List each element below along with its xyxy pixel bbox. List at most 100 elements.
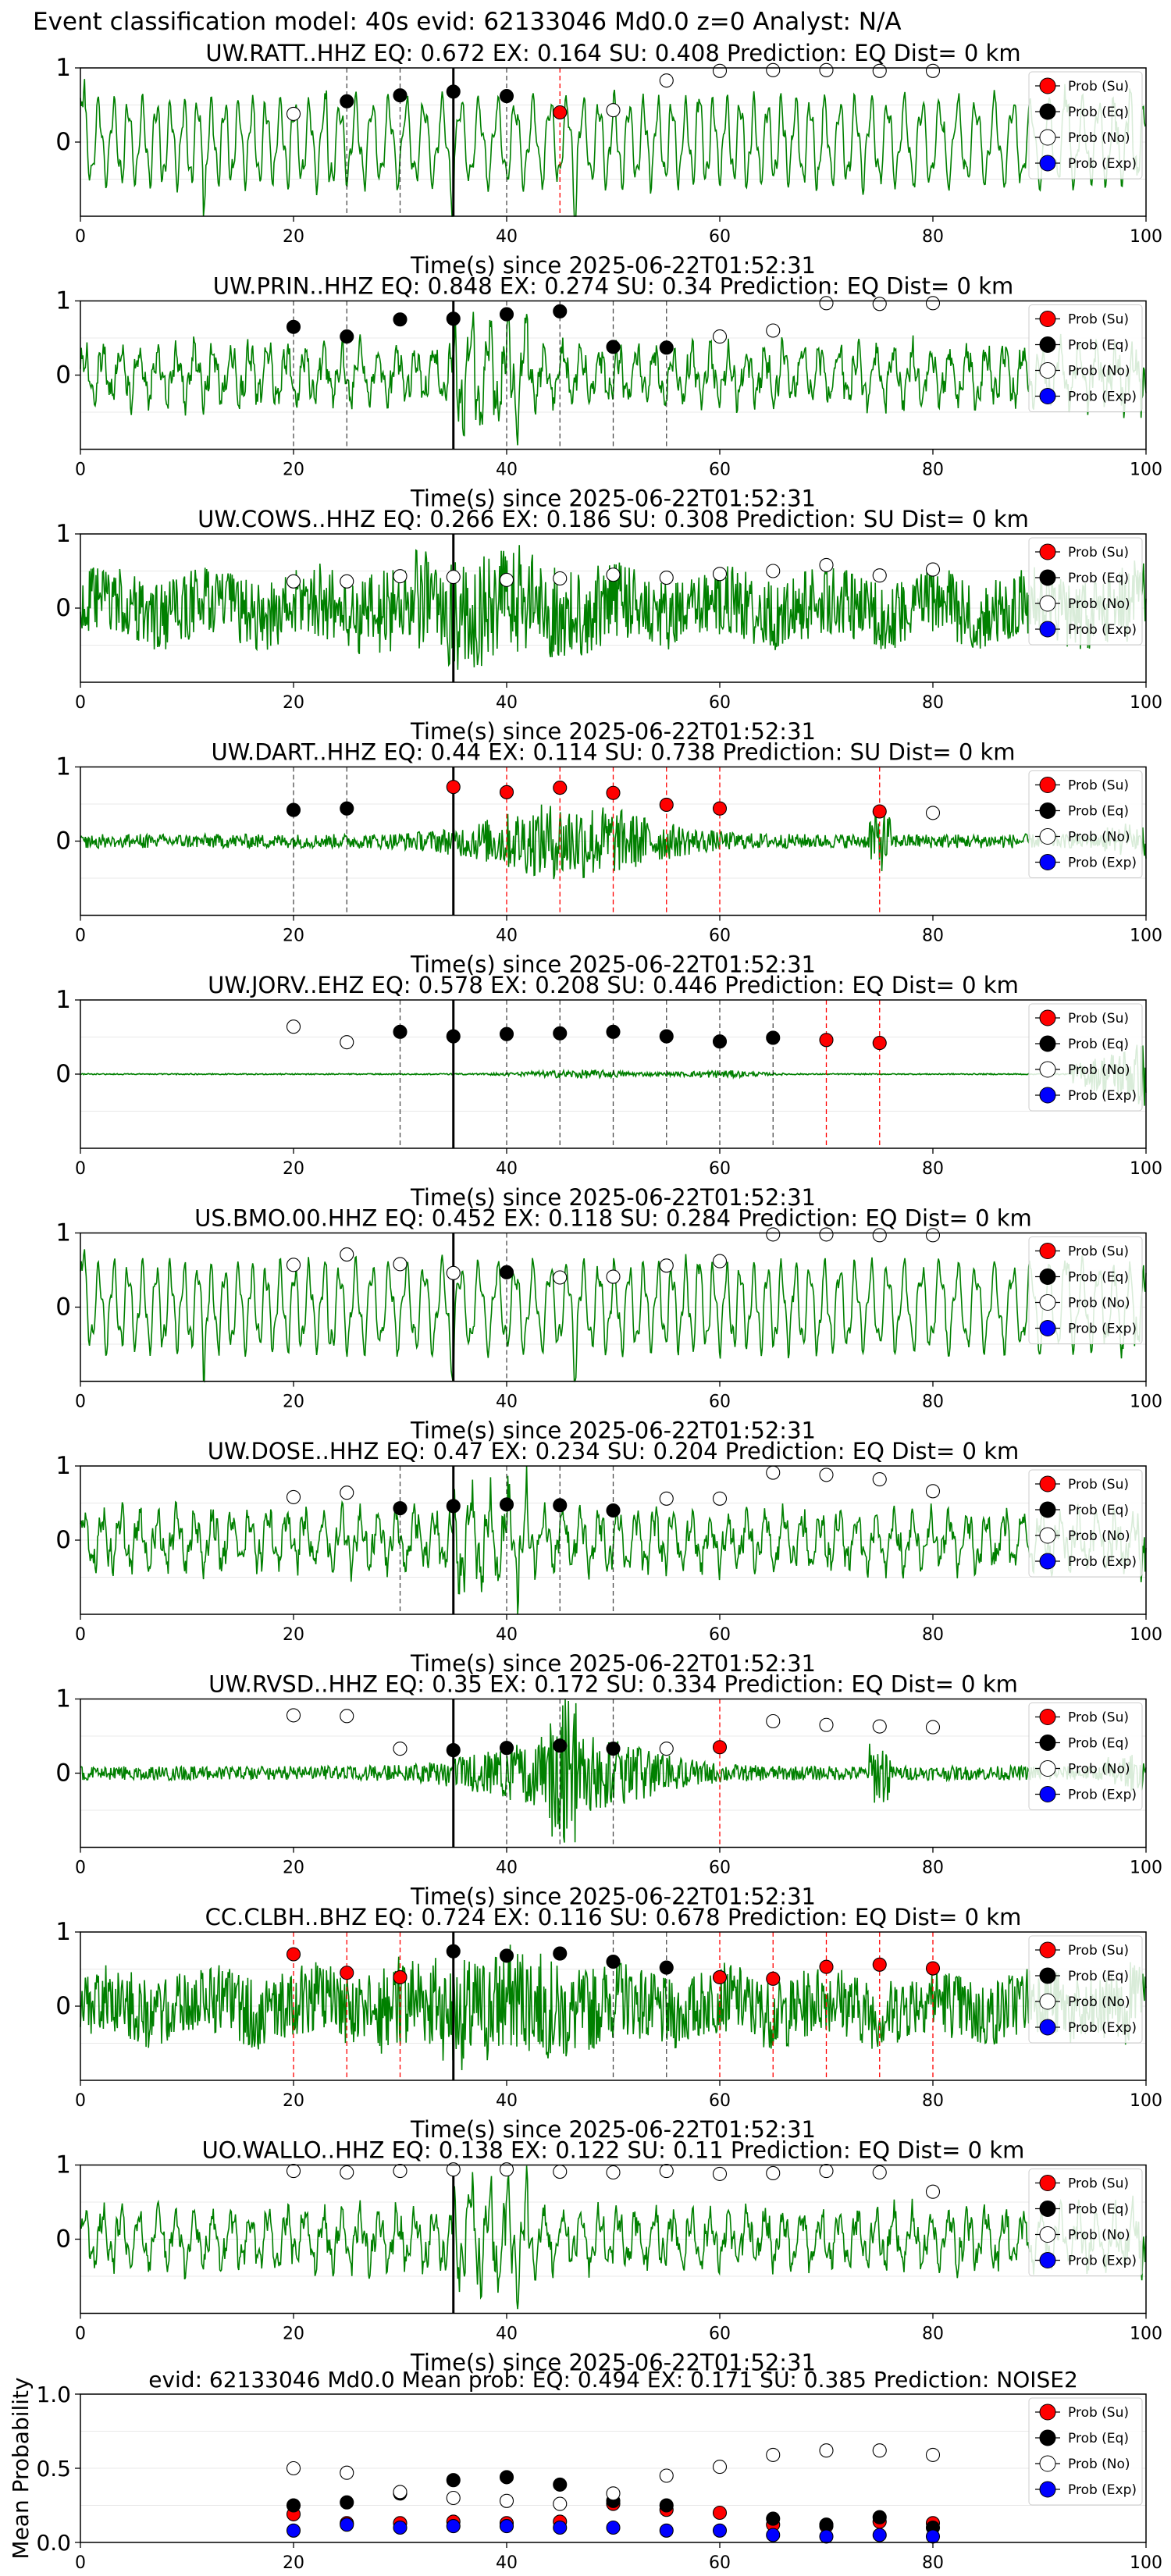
prob-point-no (659, 73, 674, 88)
prob-point-eq (446, 1944, 461, 1959)
x-axis-label: Time(s) since 2025-06-22T01:52:31 (410, 2116, 816, 2143)
prob-point-no (446, 570, 461, 585)
legend-label: Prob (No) (1068, 596, 1130, 612)
prob-point-su (872, 804, 887, 819)
legend-label: Prob (Su) (1068, 1710, 1129, 1726)
legend-marker (1039, 2019, 1056, 2036)
prob-point-eq (712, 1034, 728, 1049)
legend-label: Prob (Eq) (1068, 571, 1129, 586)
y-tick-label: 1 (55, 1685, 71, 1713)
legend-label: Prob (Exp) (1068, 1788, 1137, 1803)
prob-point-eq (446, 311, 461, 326)
prob-point-no (286, 2164, 301, 2179)
x-tick-label: 0 (75, 461, 86, 480)
prob-point-eq (553, 1946, 568, 1961)
legend-marker (1039, 1243, 1056, 1259)
prob-point-no (766, 62, 781, 77)
prob-point-eq (499, 1026, 514, 1041)
station-panel: 0 20 40 60 80 100 0 1 US.BMO.00.HHZ EQ: 0.452 EX… (55, 1205, 1162, 1444)
legend-marker (1039, 2455, 1056, 2472)
prob-point-no (819, 557, 834, 572)
panel-title: UW.DOSE..HHZ EQ: 0.47 EX: 0.234 SU: 0.20… (208, 1438, 1020, 1464)
prob-point-no (659, 2164, 674, 2179)
station-panel: 0 20 40 60 80 100 0 1 UW.JORV..EHZ EQ: 0.578 EX:… (55, 972, 1162, 1211)
mean-prob-point-exp (446, 2519, 461, 2534)
x-tick-label: 80 (922, 927, 944, 946)
mean-prob-point-exp (819, 2529, 834, 2544)
legend-box (1028, 2397, 1143, 2506)
x-tick-label: 0 (75, 1859, 86, 1878)
prob-point-no (872, 1472, 887, 1487)
prob-point-no (340, 1709, 354, 1724)
prob-point-eq (553, 1498, 568, 1513)
x-tick-label: 40 (496, 1393, 518, 1412)
y-tick-label: 1 (55, 753, 71, 781)
x-tick-label: 40 (496, 2091, 518, 2111)
mean-prob-point-no (712, 2460, 728, 2475)
legend-box (1028, 1003, 1143, 1112)
legend-label: Prob (Eq) (1068, 1503, 1129, 1518)
prob-point-eq (659, 1029, 674, 1044)
legend-marker (1039, 1268, 1056, 1285)
prob-point-eq (393, 312, 408, 327)
legend-label: Prob (Su) (1068, 312, 1129, 328)
prob-point-eq (553, 1026, 568, 1041)
prob-point-no (925, 2184, 941, 2199)
legend-marker (1039, 129, 1056, 146)
legend-box (1028, 2169, 1143, 2276)
legend-marker (1039, 1320, 1056, 1336)
legend-marker (1039, 1527, 1056, 1544)
y-axis-label: Mean Probability (8, 2377, 34, 2559)
mean-prob-point-exp (286, 2523, 301, 2538)
prob-point-su (286, 1947, 301, 1962)
x-tick-label: 60 (709, 1393, 731, 1412)
legend-label: Prob (Eq) (1068, 1037, 1129, 1052)
prob-point-no (925, 806, 941, 820)
legend-marker (1039, 802, 1056, 819)
legend-marker (1039, 1553, 1056, 1570)
legend-label: Prob (Eq) (1068, 1270, 1129, 1286)
x-tick-label: 100 (1130, 461, 1162, 480)
y-tick-label: 0 (55, 827, 71, 856)
prob-point-no (712, 567, 728, 582)
y-tick-label: 1 (55, 520, 71, 548)
legend-label: Prob (No) (1068, 830, 1130, 845)
station-panel: 0 20 40 60 80 100 0 1 UW.RVSD..HHZ EQ: 0.35 EX: … (55, 1671, 1162, 1910)
legend-marker (1039, 854, 1056, 870)
prob-point-no (393, 2164, 408, 2179)
prob-point-no (499, 572, 514, 587)
prob-point-su (446, 780, 461, 795)
legend-label: Prob (Su) (1068, 1011, 1129, 1026)
station-panel: 0 20 40 60 80 100 0 1 UW.DOSE..HHZ EQ: 0.47 EX: … (55, 1438, 1162, 1677)
mean-prob-point-exp (766, 2528, 781, 2542)
prob-point-no (819, 2164, 834, 2179)
legend-marker (1039, 1035, 1056, 1052)
prob-point-no (286, 1019, 301, 1034)
legend-label: Prob (Exp) (1068, 2254, 1137, 2269)
legend-marker (1039, 1993, 1056, 2010)
x-tick-label: 20 (283, 1159, 304, 1179)
x-axis-label: Time(s) since 2025-06-22T01:52:31 (410, 1884, 816, 1910)
y-tick-label: 1 (55, 986, 71, 1014)
prob-point-eq (606, 340, 621, 354)
y-tick-label: 0.5 (36, 2456, 71, 2482)
x-tick-label: 20 (283, 1393, 304, 1412)
prob-point-no (872, 1719, 887, 1734)
x-tick-label: 40 (496, 1859, 518, 1878)
panel-title: UW.DART..HHZ EQ: 0.44 EX: 0.114 SU: 0.73… (211, 739, 1015, 766)
prob-point-eq (606, 1503, 621, 1518)
legend-label: Prob (No) (1068, 1528, 1130, 1544)
x-tick-label: 80 (922, 693, 944, 713)
x-tick-label: 100 (1130, 927, 1162, 946)
prob-point-no (393, 1742, 408, 1756)
panel-title: UW.RVSD..HHZ EQ: 0.35 EX: 0.172 SU: 0.33… (208, 1671, 1018, 1698)
x-tick-label: 20 (283, 927, 304, 946)
legend-label: Prob (No) (1068, 1296, 1130, 1311)
prob-point-eq (340, 329, 354, 344)
legend-label: Prob (Exp) (1068, 1554, 1137, 1570)
prob-point-no (766, 1465, 781, 1480)
legend-marker (1039, 569, 1056, 586)
prob-point-no (766, 1713, 781, 1729)
mean-prob-point-no (553, 2496, 568, 2511)
